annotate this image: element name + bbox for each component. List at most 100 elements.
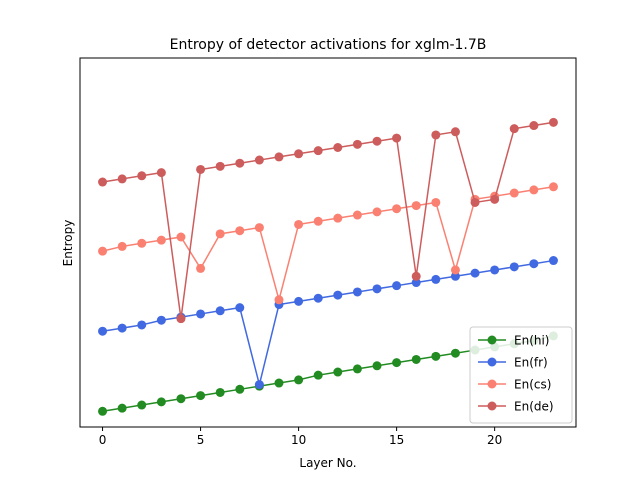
- x-axis-ticks: 0 5 10 15 20: [99, 427, 502, 447]
- x-tick-label: 15: [389, 433, 404, 447]
- data-point: [156, 315, 166, 325]
- y-axis-label: Entropy: [61, 220, 75, 267]
- axes-frame: [79, 57, 577, 428]
- data-point: [274, 378, 284, 388]
- data-point: [117, 323, 127, 333]
- data-point: [372, 207, 382, 217]
- legend-label: En(de): [514, 400, 554, 414]
- data-point: [509, 188, 519, 198]
- data-point: [117, 241, 127, 251]
- data-point: [450, 127, 460, 137]
- series-group: [98, 256, 558, 390]
- data-point: [235, 303, 245, 313]
- data-point: [509, 262, 519, 272]
- data-point: [450, 348, 460, 358]
- data-point: [294, 219, 304, 229]
- data-point: [235, 158, 245, 168]
- data-point: [176, 314, 186, 324]
- data-point: [392, 204, 402, 214]
- data-point: [470, 268, 480, 278]
- data-point: [176, 232, 186, 242]
- data-point: [156, 235, 166, 245]
- data-point: [529, 121, 539, 131]
- legend-entry: En(hi): [478, 334, 550, 348]
- data-point: [313, 146, 323, 156]
- data-point: [98, 406, 108, 416]
- data-point: [117, 403, 127, 413]
- series-group: [98, 117, 558, 324]
- data-point: [548, 256, 558, 266]
- data-point: [411, 278, 421, 288]
- data-point: [333, 143, 343, 152]
- data-point: [529, 259, 539, 269]
- data-point: [450, 265, 460, 275]
- data-point: [392, 358, 402, 368]
- data-point: [431, 351, 441, 361]
- data-point: [313, 370, 323, 380]
- data-point: [490, 194, 500, 204]
- data-point: [352, 287, 362, 297]
- data-point: [431, 274, 441, 284]
- data-point: [431, 130, 441, 140]
- data-point: [215, 387, 225, 397]
- x-tick-label: 10: [291, 433, 306, 447]
- data-point: [235, 226, 245, 236]
- data-point: [490, 265, 500, 275]
- data-point: [254, 155, 264, 165]
- data-point: [274, 152, 284, 162]
- data-point: [411, 201, 421, 211]
- legend-box: [469, 326, 573, 424]
- data-point: [235, 384, 245, 394]
- data-point: [333, 367, 343, 377]
- data-point: [411, 271, 421, 281]
- data-point: [215, 161, 225, 171]
- x-tick-label: 20: [487, 433, 502, 447]
- data-point: [137, 238, 147, 248]
- data-point: [548, 117, 558, 127]
- data-point: [294, 149, 304, 159]
- data-point: [294, 375, 304, 385]
- legend-label: En(cs): [514, 378, 551, 392]
- legend-label: En(hi): [514, 334, 550, 348]
- data-point: [196, 263, 206, 273]
- x-tick-label: 0: [99, 433, 107, 447]
- data-point: [137, 400, 147, 410]
- data-point: [215, 306, 225, 316]
- data-point: [215, 229, 225, 239]
- data-point: [333, 213, 343, 223]
- data-point: [352, 364, 362, 374]
- data-point: [156, 397, 166, 407]
- chart-title: Entropy of detector activations for xglm…: [170, 37, 487, 53]
- data-point: [372, 136, 382, 146]
- data-point: [294, 296, 304, 306]
- data-point: [529, 185, 539, 195]
- data-point: [98, 326, 108, 336]
- data-point: [352, 139, 362, 149]
- data-point: [137, 320, 147, 330]
- legend-entry: En(de): [478, 400, 554, 414]
- data-point: [352, 210, 362, 220]
- data-point: [117, 174, 127, 184]
- data-point: [450, 271, 460, 281]
- data-point: [196, 164, 206, 174]
- plot-area: [98, 117, 558, 416]
- legend-marker: [487, 357, 497, 367]
- legend-entry: En(fr): [478, 356, 548, 370]
- legend-marker: [487, 335, 497, 345]
- legend-marker: [487, 379, 497, 389]
- data-point: [313, 293, 323, 303]
- data-point: [98, 177, 108, 187]
- legend-marker: [487, 401, 497, 411]
- data-point: [509, 124, 519, 134]
- legend-entry: En(cs): [478, 378, 551, 392]
- data-point: [411, 354, 421, 364]
- data-point: [392, 133, 402, 143]
- data-point: [313, 216, 323, 226]
- data-point: [137, 171, 147, 181]
- data-point: [176, 394, 186, 404]
- data-point: [431, 197, 441, 207]
- data-point: [392, 281, 402, 291]
- legend: En(hi) En(fr) En(cs) En(de): [469, 326, 573, 424]
- data-point: [196, 309, 206, 319]
